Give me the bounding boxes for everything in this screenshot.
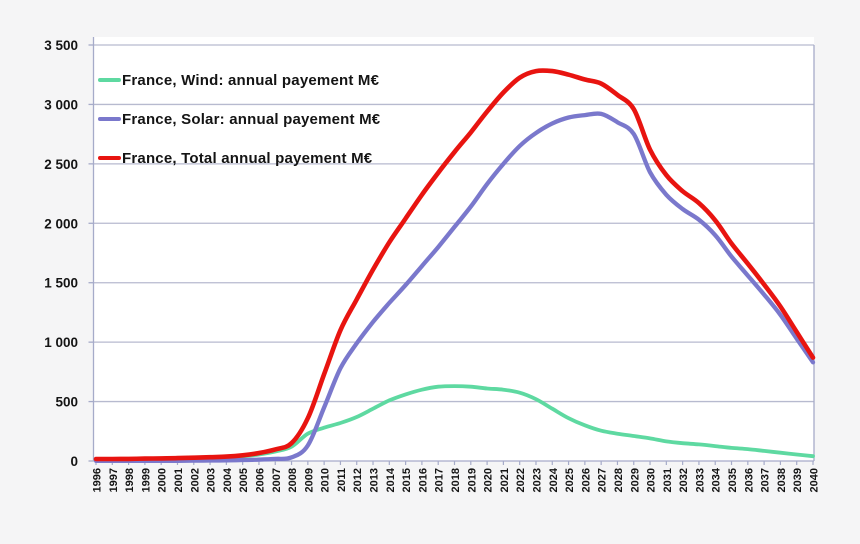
x-axis-tick-label: 2017 xyxy=(434,468,446,492)
y-axis-tick-label: 2 000 xyxy=(44,216,78,231)
x-axis-tick-label: 2030 xyxy=(646,468,658,492)
x-axis-tick-label: 2003 xyxy=(206,468,218,492)
x-axis-tick-label: 2026 xyxy=(580,468,592,492)
y-axis-tick-label: 2 500 xyxy=(44,157,78,172)
chart-legend: France, Wind: annual payement M€ France,… xyxy=(98,71,380,167)
x-axis-tick-label: 2015 xyxy=(401,468,413,492)
x-axis-tick-label: 2027 xyxy=(597,468,609,492)
x-axis-tick-label: 2001 xyxy=(173,468,185,492)
x-axis-tick-label: 2040 xyxy=(809,468,821,492)
y-axis-tick-label: 1 000 xyxy=(44,335,78,350)
x-axis-tick-label: 2024 xyxy=(548,467,560,492)
x-axis-tick-label: 2022 xyxy=(515,468,527,492)
x-axis-tick-label: 2020 xyxy=(483,468,495,492)
x-axis-tick-label: 2000 xyxy=(157,468,169,492)
x-axis-tick-label: 2028 xyxy=(613,468,625,492)
legend-item-total: France, Total annual payement M€ xyxy=(98,149,380,167)
total-series-line xyxy=(93,68,816,462)
total-legend-label: France, Total annual payement M€ xyxy=(122,149,373,167)
x-axis-tick-label: 2002 xyxy=(189,468,201,492)
x-axis-tick-label: 2037 xyxy=(760,468,772,492)
y-axis-tick-label: 3 500 xyxy=(44,38,78,53)
x-axis-tick-label: 2025 xyxy=(564,468,576,492)
x-axis-tick-label: 1997 xyxy=(108,468,120,492)
x-axis-tick-label: 2034 xyxy=(711,467,723,492)
wind-legend-label: France, Wind: annual payement M€ xyxy=(122,71,380,89)
x-axis-tick-label: 2012 xyxy=(352,468,364,492)
y-axis-tick-label: 3 000 xyxy=(44,97,78,112)
x-axis-tick-label: 2008 xyxy=(287,468,299,492)
x-axis-tick-label: 1996 xyxy=(92,468,104,492)
x-axis-tick-label: 2013 xyxy=(369,468,381,492)
x-axis-tick-label: 2007 xyxy=(271,468,283,492)
solar-series-line xyxy=(93,111,816,463)
x-axis-tick-label: 1998 xyxy=(124,468,136,492)
x-axis-tick-label: 2009 xyxy=(303,468,315,492)
y-axis-tick-label: 1 500 xyxy=(44,276,78,291)
legend-item-solar: France, Solar: annual payement M€ xyxy=(98,110,380,128)
x-axis-tick-label: 2023 xyxy=(531,468,543,492)
x-axis-tick-label: 2006 xyxy=(254,468,266,492)
y-axis-tick-label: 0 xyxy=(70,454,78,469)
wind-legend-swatch-icon xyxy=(98,78,121,82)
x-axis-tick-label: 2021 xyxy=(499,468,511,492)
x-axis-tick-label: 2039 xyxy=(792,468,804,492)
x-axis-tick-label: 2033 xyxy=(694,468,706,492)
x-axis-tick-label: 2018 xyxy=(450,468,462,492)
x-axis-tick-label: 2004 xyxy=(222,467,234,492)
x-axis-tick-label: 2035 xyxy=(727,468,739,492)
x-axis-tick-label: 1999 xyxy=(140,468,152,492)
x-axis-tick-label: 2032 xyxy=(678,468,690,492)
x-axis-tick-label: 2036 xyxy=(743,468,755,492)
solar-legend-swatch-icon xyxy=(98,117,121,121)
x-axis-tick-label: 2019 xyxy=(466,468,478,492)
total-legend-swatch-icon xyxy=(98,156,121,160)
x-axis-tick-label: 2005 xyxy=(238,468,250,492)
x-axis-tick-label: 2038 xyxy=(776,468,788,492)
legend-item-wind: France, Wind: annual payement M€ xyxy=(98,71,380,89)
x-axis-tick-label: 2031 xyxy=(662,468,674,492)
x-axis-tick-label: 2016 xyxy=(417,468,429,492)
x-axis-tick-label: 2011 xyxy=(336,468,348,492)
x-axis-tick-label: 2014 xyxy=(385,467,397,492)
y-axis-tick-label: 500 xyxy=(55,395,78,410)
x-axis-tick-label: 2029 xyxy=(629,468,641,492)
solar-legend-label: France, Solar: annual payement M€ xyxy=(122,110,381,128)
plot-background xyxy=(93,37,814,461)
x-axis-tick-label: 2010 xyxy=(320,468,332,492)
